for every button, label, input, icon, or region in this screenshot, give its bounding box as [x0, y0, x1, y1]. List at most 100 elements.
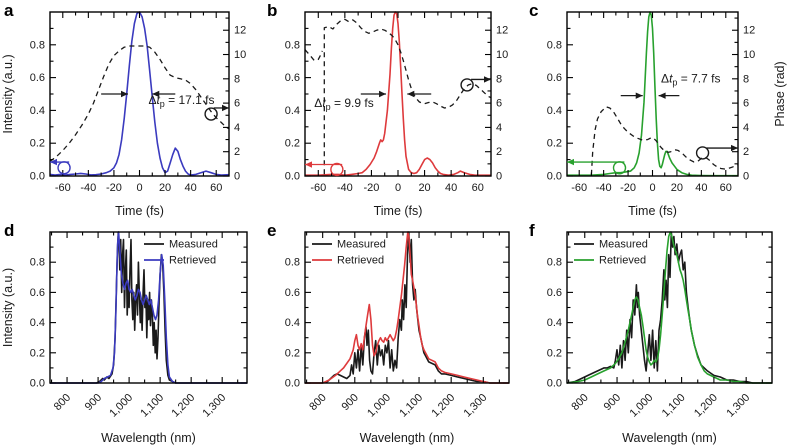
chart-a: -60 -40 -20 0 20 40 60 0.0 0.2 0.4 0.6 0.8 0 2 4 6 8 10 12… [1, 11, 246, 218]
pulse-intensity-curve [49, 11, 230, 176]
y-tick-label: 0.8 [547, 39, 562, 51]
panel-letter-c: c [529, 1, 539, 20]
panel-c-chart: -60 -40 -20 0 20 40 60 0.0 0.2 0.4 0.6 0.8 0 2 4 6 8 10 12… [525, 0, 788, 220]
panel-c: c -60 -40 -20 0 20 40 60 0.0 0.2 0.4 0.6 0.8 0 2 4 6 8 10… [525, 0, 788, 220]
axis-indicator-circle [460, 78, 474, 92]
y2-tick-label: 10 [743, 49, 755, 61]
measured-curve [566, 231, 772, 384]
y2-tick-label: 0 [496, 171, 502, 183]
y-tick-label: 0.8 [30, 39, 45, 51]
fwhm-arrow [658, 92, 680, 99]
x-tick-label: 900 [339, 392, 360, 413]
y-tick-label: 0.0 [285, 378, 300, 390]
axis-indicator-arrow [567, 158, 625, 166]
panel-b: b -60 -40 -20 0 20 40 60 0.0 0.2 0.4 0.6 0.8 0 2 4 6 8 10… [263, 0, 525, 220]
retrieved-curve [566, 231, 772, 384]
x-tick-label: -60 [55, 182, 71, 194]
fwhm-arrow [620, 92, 643, 99]
chart-b: -60 -40 -20 0 20 40 60 0.0 0.2 0.4 0.6 0.8 0 2 4 6 8 10 12… [285, 11, 508, 218]
panel-a: a -60 -40 -20 0 20 40 60 0.0 0.2 0.4 0.6 0.8 0 2 4 6 8 10… [0, 0, 263, 220]
y-tick-label: 0.2 [30, 347, 45, 359]
phase-curve [590, 106, 739, 175]
y2-tick-label: 6 [743, 98, 749, 110]
legend-label: Measured [337, 239, 386, 251]
x-tick-label: 40 [695, 182, 707, 194]
axis-indicator-circle [695, 146, 710, 160]
y-tick-label: 0.8 [285, 257, 300, 269]
y-tick-label: 0.0 [30, 171, 45, 183]
pulse-intensity-curve [567, 11, 738, 177]
x-tick-label: 20 [418, 182, 430, 194]
x-tick-label: 1,000 [627, 392, 655, 420]
plot-frame [566, 231, 773, 384]
panel-letter-e: e [267, 221, 277, 240]
axis-indicator-arrow [706, 144, 738, 152]
y-tick-label: 0.6 [30, 287, 45, 299]
x-axis-title: Wavelength (nm) [360, 431, 455, 445]
legend: Measured Retrieved [144, 239, 218, 267]
retrieved-curve [305, 231, 509, 384]
y2-tick-label: 12 [234, 25, 246, 37]
y-tick-label: 0.4 [547, 105, 562, 117]
x-tick-label: -20 [106, 182, 122, 194]
y-tick-label: 0.2 [30, 138, 45, 150]
x-tick-label: 20 [159, 182, 171, 194]
x-tick-label: -40 [596, 182, 612, 194]
legend: Measured Retrieved [574, 239, 648, 267]
axis-indicator-circle [330, 162, 344, 177]
legend-label: Retrieved [599, 255, 646, 267]
pulse-duration-annotation: Δtp = 17.1 fs [148, 93, 214, 109]
x-tick-label: 900 [83, 392, 104, 413]
x-axis-title: Wavelength (nm) [101, 431, 196, 445]
x-tick-label: 1,300 [461, 392, 489, 420]
y2-tick-label: 12 [743, 25, 755, 37]
x-axis-title: Wavelength (nm) [622, 431, 717, 445]
x-tick-label: -60 [571, 182, 587, 194]
legend-label: Retrieved [169, 255, 216, 267]
pulse-duration-annotation: Δtp = 7.7 fs [661, 72, 720, 88]
y2-tick-label: 12 [496, 25, 508, 37]
y-tick-label: 0.4 [30, 105, 45, 117]
x-tick-label: 60 [472, 182, 484, 194]
x-tick-label: 1,000 [365, 392, 393, 420]
y2-tick-label: 4 [234, 122, 240, 134]
x-tick-label: 800 [52, 392, 73, 413]
phase-curve [49, 45, 230, 162]
y-tick-label: 0.4 [30, 317, 45, 329]
x-tick-label: -60 [310, 182, 326, 194]
x-tick-label: 40 [445, 182, 457, 194]
panel-letter-f: f [529, 221, 535, 240]
axis-indicator-arrow [305, 161, 343, 168]
x-axis-title: Time (fs) [374, 204, 423, 218]
chart-e: 800 900 1,000 1,100 1,200 1,300 0.0 0.2 0.4 0.6 0.… [285, 231, 510, 445]
y2-tick-label: 4 [743, 122, 749, 134]
chart-f: 800 900 1,000 1,100 1,200 1,300 0.0 0.2 0.4 0.6 0.… [547, 231, 773, 445]
pulse-duration-annotation: Δtp = 9.9 fs [314, 96, 373, 112]
plot-frame [304, 11, 492, 177]
legend: Measured Retrieved [312, 239, 386, 267]
fwhm-arrow [101, 90, 128, 98]
panel-a-chart: -60 -40 -20 0 20 40 60 0.0 0.2 0.4 0.6 0.8 0 2 4 6 8 10 12… [0, 0, 263, 220]
x-tick-label: 0 [395, 182, 401, 194]
y2-tick-label: 10 [234, 49, 246, 61]
axis-indicator-arrow [213, 104, 229, 112]
x-tick-label: -20 [363, 182, 379, 194]
y2-tick-label: 8 [743, 73, 749, 85]
y-tick-label: 0.0 [30, 378, 45, 390]
pulse-intensity-curve [305, 11, 491, 176]
y2-tick-label: 6 [496, 98, 502, 110]
y-tick-label: 0.4 [285, 317, 300, 329]
y-tick-label: 0.2 [285, 138, 300, 150]
y-tick-label: 0.6 [285, 287, 300, 299]
panel-f: f 800 900 1,000 1,100 1,200 1,300 0.0 0.2 0.4 0.6… [525, 220, 788, 447]
x-tick-label: 800 [307, 392, 328, 413]
y2-tick-label: 10 [496, 49, 508, 61]
x-tick-label: 1,200 [692, 392, 720, 420]
y2-tick-label: 0 [234, 171, 240, 183]
y2-tick-label: 6 [234, 98, 240, 110]
y-tick-label: 0.0 [285, 171, 300, 183]
y-axis-title: Intensity (a.u.) [1, 268, 15, 347]
x-tick-label: -40 [337, 182, 353, 194]
y-tick-label: 0.4 [285, 105, 300, 117]
